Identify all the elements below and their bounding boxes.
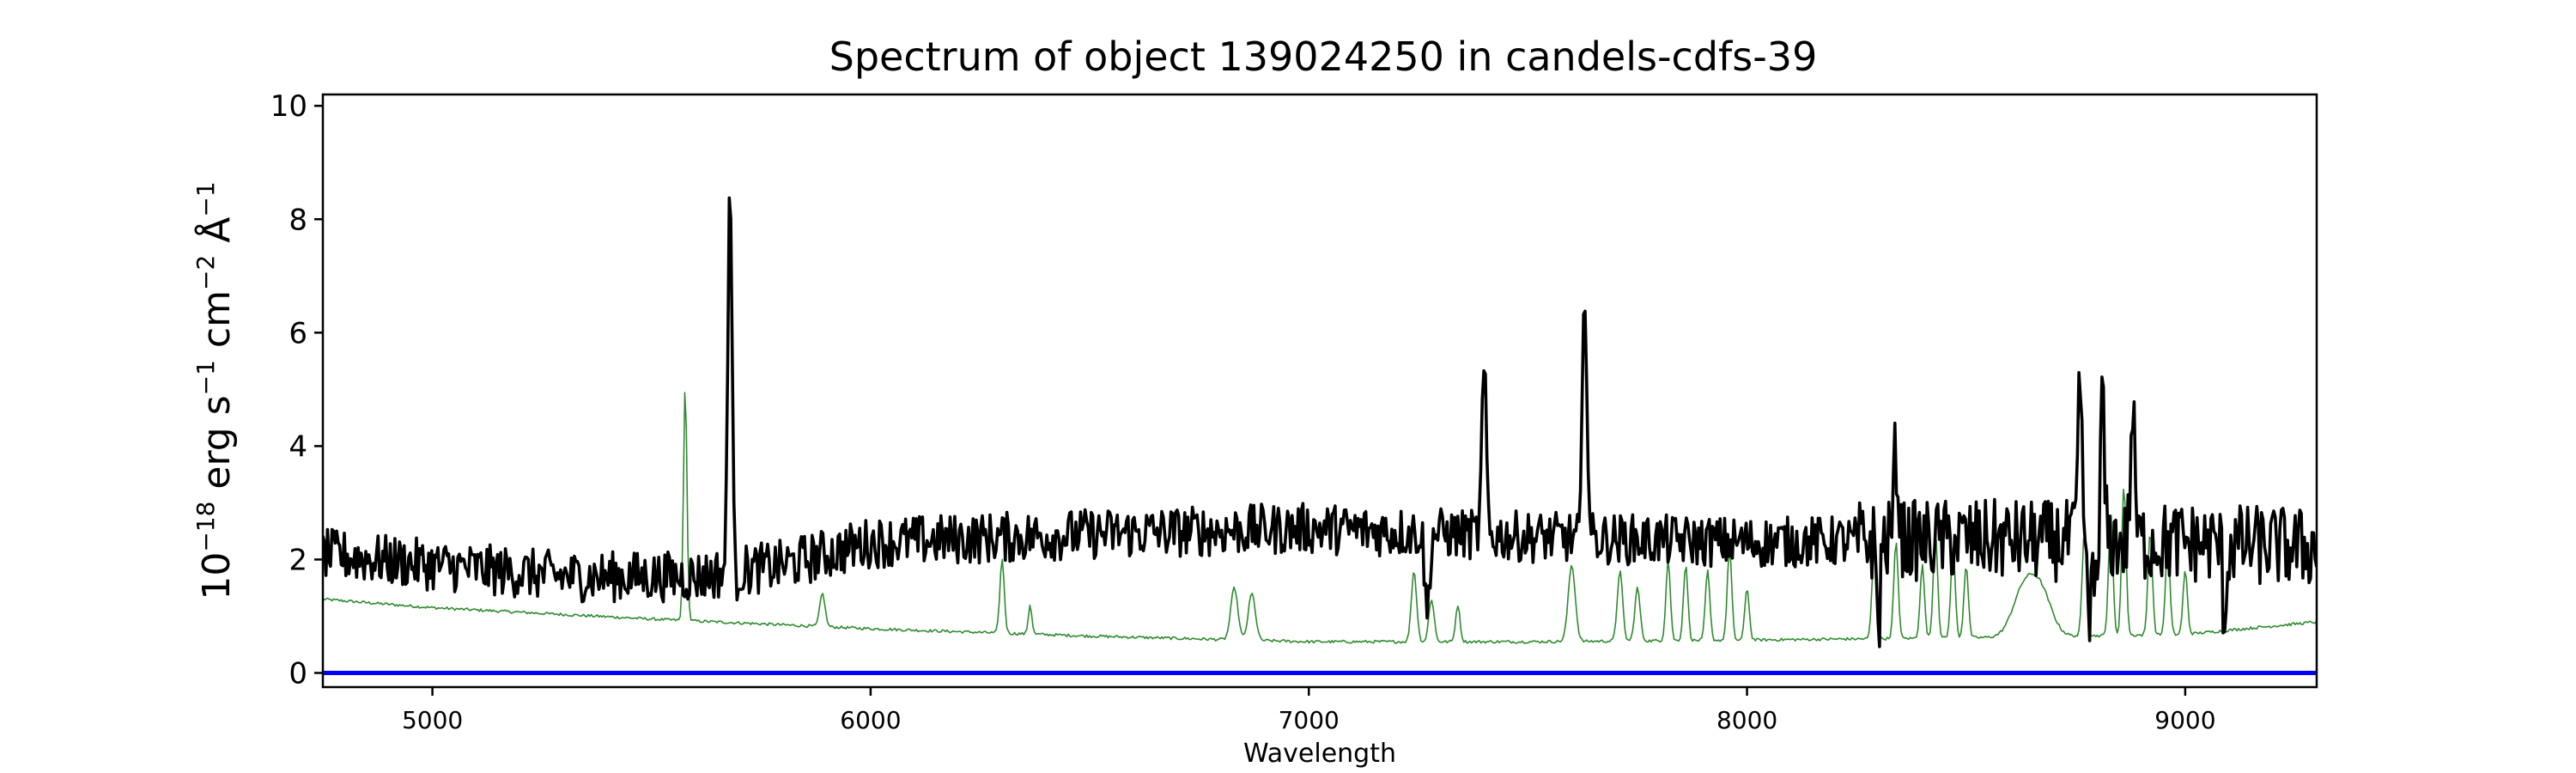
y-tick-label: 0 bbox=[289, 656, 307, 691]
observed-spectrum-line bbox=[323, 196, 2317, 648]
y-tick-label: 2 bbox=[289, 543, 307, 577]
y-tick-label: 6 bbox=[289, 316, 307, 350]
x-axis-label: Wavelength bbox=[1243, 739, 1396, 769]
plot-frame bbox=[321, 93, 2318, 689]
x-axis: 5000 6000 7000 8000 9000 bbox=[402, 687, 2216, 734]
model-spectrum-line bbox=[323, 392, 2317, 644]
y-tick-label: 10 bbox=[270, 89, 307, 124]
x-tick-label: 9000 bbox=[2154, 706, 2215, 734]
x-tick-label: 5000 bbox=[402, 706, 463, 734]
x-tick-label: 8000 bbox=[1716, 706, 1777, 734]
y-tick-label: 4 bbox=[289, 429, 307, 464]
y-tick-label: 8 bbox=[289, 203, 307, 237]
chart-title: Spectrum of object 139024250 in candels-… bbox=[829, 33, 1818, 80]
y-axis-label: 10−18 erg s−1 cm−2 Å−1 bbox=[191, 181, 239, 600]
x-tick-label: 6000 bbox=[840, 706, 901, 734]
x-tick-label: 7000 bbox=[1279, 706, 1340, 734]
y-axis: 0 2 4 6 8 10 bbox=[270, 89, 323, 691]
plot-area bbox=[323, 196, 2317, 675]
